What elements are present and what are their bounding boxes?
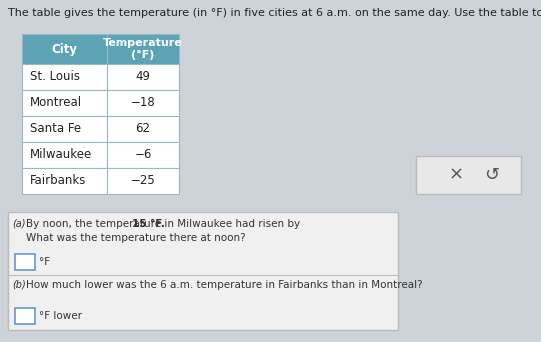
Bar xyxy=(22,64,107,90)
Text: ↺: ↺ xyxy=(484,166,499,184)
Bar xyxy=(107,116,179,142)
Text: Fairbanks: Fairbanks xyxy=(30,174,87,187)
Text: St. Louis: St. Louis xyxy=(30,70,80,83)
Text: −6: −6 xyxy=(134,148,151,161)
Bar xyxy=(15,308,35,324)
Text: Milwaukee: Milwaukee xyxy=(30,148,93,161)
Bar xyxy=(8,212,398,330)
Bar xyxy=(107,168,179,194)
Bar xyxy=(15,253,35,269)
Text: How much lower was the 6 a.m. temperature in Fairbanks than in Montreal?: How much lower was the 6 a.m. temperatur… xyxy=(26,279,423,290)
Bar xyxy=(416,156,521,194)
Text: Montreal: Montreal xyxy=(30,96,82,109)
Bar xyxy=(107,34,179,64)
Text: −25: −25 xyxy=(130,174,155,187)
Text: The table gives the temperature (in °F) in five cities at 6 a.m. on the same day: The table gives the temperature (in °F) … xyxy=(8,8,541,18)
Text: −18: −18 xyxy=(130,96,155,109)
Text: °F: °F xyxy=(39,256,50,266)
Bar xyxy=(22,90,107,116)
Bar xyxy=(107,64,179,90)
Bar xyxy=(22,34,107,64)
Text: ×: × xyxy=(448,166,464,184)
Bar xyxy=(107,90,179,116)
Text: °F lower: °F lower xyxy=(39,311,82,321)
Text: What was the temperature there at noon?: What was the temperature there at noon? xyxy=(26,233,246,243)
Text: 62: 62 xyxy=(135,122,150,135)
Text: By noon, the temperature in Milwaukee had risen by: By noon, the temperature in Milwaukee ha… xyxy=(26,219,304,229)
Text: (a): (a) xyxy=(12,219,25,229)
Text: Santa Fe: Santa Fe xyxy=(30,122,81,135)
Bar xyxy=(107,142,179,168)
Bar xyxy=(22,142,107,168)
Text: 49: 49 xyxy=(135,70,150,83)
Text: 15 °F.: 15 °F. xyxy=(133,219,166,229)
Text: Temperature
(°F): Temperature (°F) xyxy=(103,38,183,60)
Text: (b): (b) xyxy=(12,279,26,290)
Text: City: City xyxy=(51,42,77,55)
Bar xyxy=(22,116,107,142)
Bar xyxy=(22,168,107,194)
